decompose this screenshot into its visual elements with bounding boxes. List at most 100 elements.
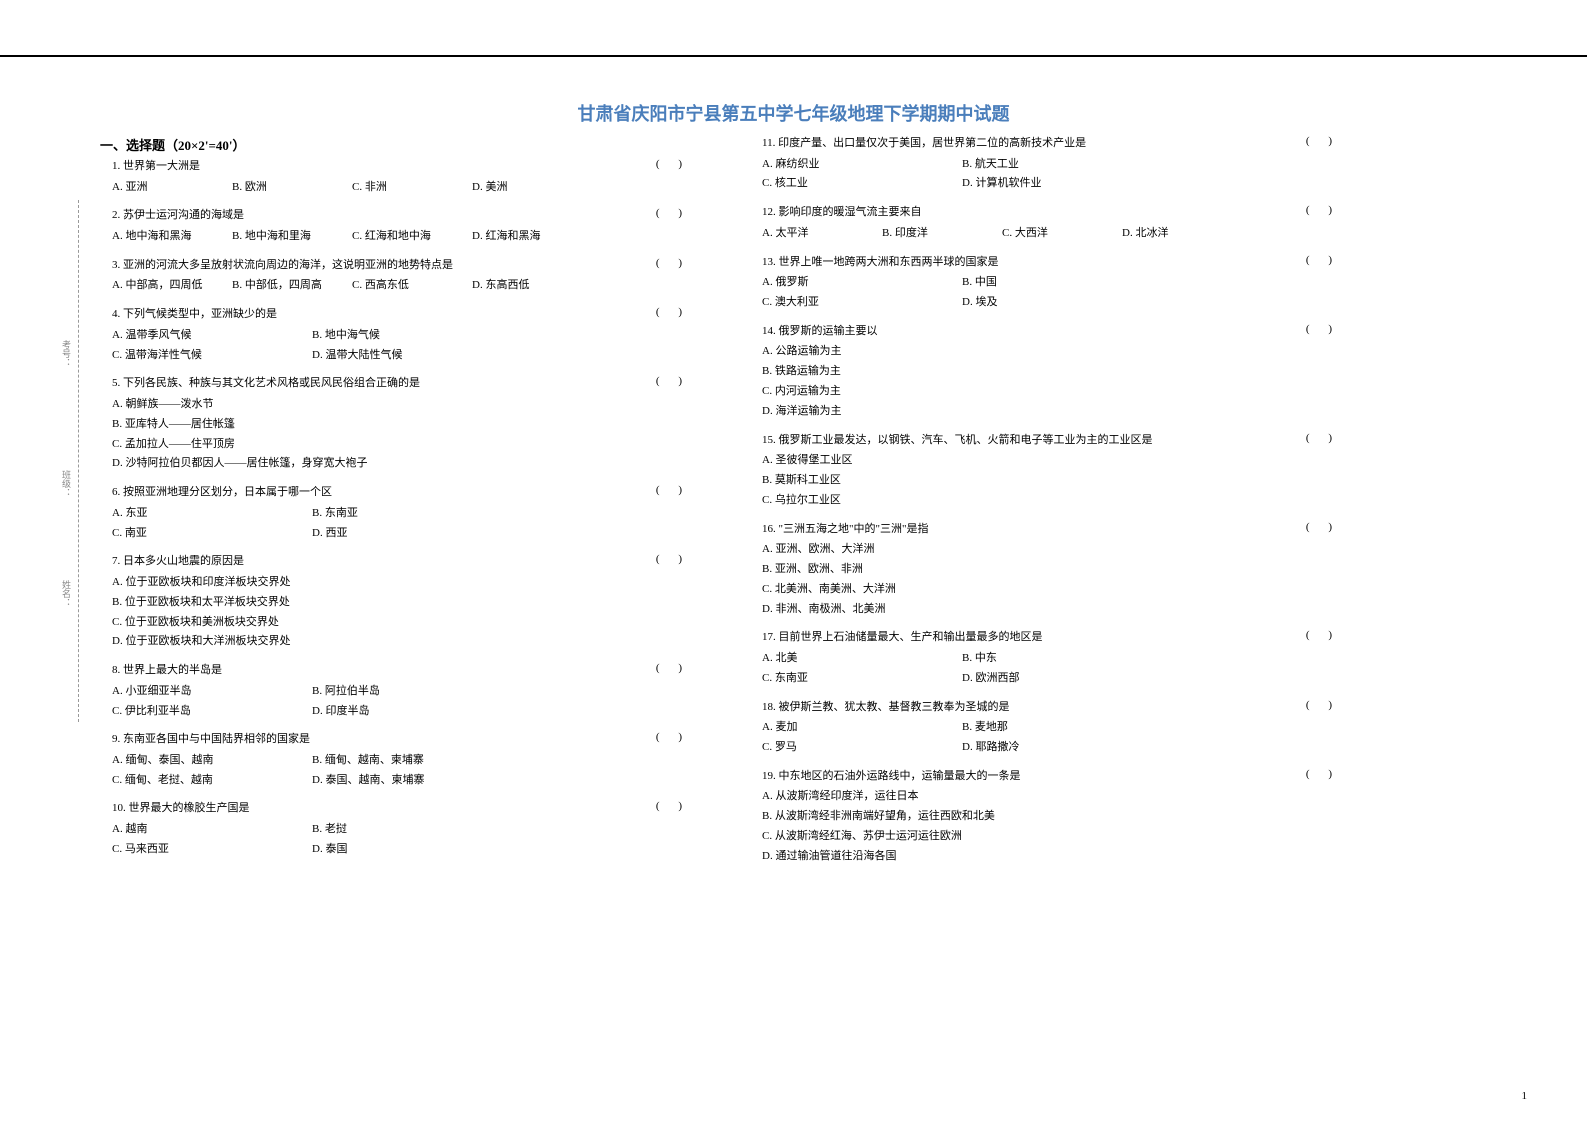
answer-bracket: ( ) [1306, 699, 1340, 711]
option: A. 北美 [762, 649, 962, 669]
option: D. 海洋运输为主 [762, 402, 1280, 422]
option: B. 麦地那 [962, 718, 1162, 738]
question-stem: 13. 世界上唯一地跨两大洲和东西两半球的国家是 [762, 254, 1280, 272]
option: D. 耶路撒冷 [962, 738, 1162, 758]
option: B. 地中海气候 [312, 326, 512, 346]
question-options: A. 温带季风气候B. 地中海气候C. 温带海洋性气候D. 温带大陆性气候 [112, 326, 630, 366]
question-stem: 14. 俄罗斯的运输主要以 [762, 323, 1280, 341]
question-options: A. 缅甸、泰国、越南B. 缅甸、越南、柬埔寨C. 缅甸、老挝、越南D. 泰国、… [112, 751, 630, 791]
option: B. 缅甸、越南、柬埔寨 [312, 751, 512, 771]
question-options: A. 太平洋B. 印度洋C. 大西洋D. 北冰洋 [762, 224, 1280, 244]
option: D. 北冰洋 [1122, 224, 1242, 244]
option: A. 圣彼得堡工业区 [762, 451, 1280, 471]
question-stem: 7. 日本多火山地震的原因是 [112, 553, 630, 571]
margin-label-2: 班级： [60, 470, 73, 497]
option: C. 乌拉尔工业区 [762, 491, 1280, 511]
option: C. 非洲 [352, 178, 472, 198]
margin-label-3: 姓名： [60, 580, 73, 607]
question-stem: 12. 影响印度的暖湿气流主要来自 [762, 204, 1280, 222]
option: B. 老挝 [312, 820, 512, 840]
option: C. 东南亚 [762, 669, 962, 689]
option: C. 西高东低 [352, 276, 472, 296]
option: C. 孟加拉人——住平顶房 [112, 435, 630, 455]
question: 10. 世界最大的橡胶生产国是( )A. 越南B. 老挝C. 马来西亚D. 泰国 [100, 800, 630, 859]
question-stem: 9. 东南亚各国中与中国陆界相邻的国家是 [112, 731, 630, 749]
option: C. 大西洋 [1002, 224, 1122, 244]
question-options: A. 麦加B. 麦地那C. 罗马D. 耶路撒冷 [762, 718, 1280, 758]
question-stem: 3. 亚洲的河流大多呈放射状流向周边的海洋，这说明亚洲的地势特点是 [112, 257, 630, 275]
margin-label-1: 考号： [60, 340, 73, 367]
option: B. 航天工业 [962, 155, 1162, 175]
question: 16. "三洲五海之地"中的"三洲"是指( )A. 亚洲、欧洲、大洋洲B. 亚洲… [750, 521, 1280, 620]
question-options: A. 亚洲、欧洲、大洋洲B. 亚洲、欧洲、非洲C. 北美洲、南美洲、大洋洲D. … [762, 540, 1280, 619]
question: 4. 下列气候类型中，亚洲缺少的是( )A. 温带季风气候B. 地中海气候C. … [100, 306, 630, 365]
question: 11. 印度产量、出口量仅次于美国，居世界第二位的高新技术产业是( )A. 麻纺… [750, 135, 1280, 194]
question-stem: 10. 世界最大的橡胶生产国是 [112, 800, 630, 818]
option: A. 公路运输为主 [762, 342, 1280, 362]
question-options: A. 北美B. 中东C. 东南亚D. 欧洲西部 [762, 649, 1280, 689]
question-options: A. 公路运输为主B. 铁路运输为主C. 内河运输为主D. 海洋运输为主 [762, 342, 1280, 421]
option: A. 亚洲、欧洲、大洋洲 [762, 540, 1280, 560]
answer-bracket: ( ) [656, 158, 690, 170]
option: A. 从波斯湾经印度洋，运往日本 [762, 787, 1280, 807]
option: D. 美洲 [472, 178, 592, 198]
option: C. 罗马 [762, 738, 962, 758]
question: 18. 被伊斯兰教、犹太教、基督教三教奉为圣城的是( )A. 麦加B. 麦地那C… [750, 699, 1280, 758]
option: B. 东南亚 [312, 504, 512, 524]
option: D. 欧洲西部 [962, 669, 1162, 689]
question-stem: 8. 世界上最大的半岛是 [112, 662, 630, 680]
question-options: A. 地中海和黑海B. 地中海和里海C. 红海和地中海D. 红海和黑海 [112, 227, 630, 247]
section-header: 一、选择题（20×2'=40'） [100, 135, 630, 154]
option: A. 东亚 [112, 504, 312, 524]
page-number: 1 [1522, 1090, 1528, 1102]
answer-bracket: ( ) [1306, 768, 1340, 780]
answer-bracket: ( ) [1306, 323, 1340, 335]
option: A. 麻纺织业 [762, 155, 962, 175]
option: A. 地中海和黑海 [112, 227, 232, 247]
question: 13. 世界上唯一地跨两大洲和东西两半球的国家是( )A. 俄罗斯B. 中国C.… [750, 254, 1280, 313]
answer-bracket: ( ) [656, 207, 690, 219]
answer-bracket: ( ) [1306, 629, 1340, 641]
option: A. 位于亚欧板块和印度洋板块交界处 [112, 573, 630, 593]
question: 6. 按照亚洲地理分区划分，日本属于哪一个区( )A. 东亚B. 东南亚C. 南… [100, 484, 630, 543]
option: C. 马来西亚 [112, 840, 312, 860]
answer-bracket: ( ) [656, 662, 690, 674]
question: 14. 俄罗斯的运输主要以( )A. 公路运输为主B. 铁路运输为主C. 内河运… [750, 323, 1280, 422]
option: A. 朝鲜族——泼水节 [112, 395, 630, 415]
option: D. 位于亚欧板块和大洋洲板块交界处 [112, 632, 630, 652]
answer-bracket: ( ) [656, 257, 690, 269]
option: D. 红海和黑海 [472, 227, 592, 247]
option: B. 位于亚欧板块和太平洋板块交界处 [112, 593, 630, 613]
option: B. 亚洲、欧洲、非洲 [762, 560, 1280, 580]
answer-bracket: ( ) [1306, 521, 1340, 533]
answer-bracket: ( ) [656, 484, 690, 496]
answer-bracket: ( ) [656, 731, 690, 743]
option: D. 计算机软件业 [962, 174, 1162, 194]
option: C. 温带海洋性气候 [112, 346, 312, 366]
question: 8. 世界上最大的半岛是( )A. 小亚细亚半岛B. 阿拉伯半岛C. 伊比利亚半… [100, 662, 630, 721]
option: B. 铁路运输为主 [762, 362, 1280, 382]
question-options: A. 中部高，四周低B. 中部低，四周高C. 西高东低D. 东高西低 [112, 276, 630, 296]
option: B. 印度洋 [882, 224, 1002, 244]
question-stem: 5. 下列各民族、种族与其文化艺术风格或民风民俗组合正确的是 [112, 375, 630, 393]
question: 17. 目前世界上石油储量最大、生产和输出量最多的地区是( )A. 北美B. 中… [750, 629, 1280, 688]
option: D. 泰国 [312, 840, 512, 860]
option: C. 北美洲、南美洲、大洋洲 [762, 580, 1280, 600]
question: 19. 中东地区的石油外运路线中，运输量最大的一条是( )A. 从波斯湾经印度洋… [750, 768, 1280, 867]
question-options: A. 越南B. 老挝C. 马来西亚D. 泰国 [112, 820, 630, 860]
exam-title: 甘肃省庆阳市宁县第五中学七年级地理下学期期中试题 [0, 100, 1587, 126]
right-column: 11. 印度产量、出口量仅次于美国，居世界第二位的高新技术产业是( )A. 麻纺… [750, 135, 1280, 876]
question-options: A. 俄罗斯B. 中国C. 澳大利亚D. 埃及 [762, 273, 1280, 313]
option: D. 印度半岛 [312, 702, 512, 722]
option: D. 通过输油管道往沿海各国 [762, 847, 1280, 867]
option: A. 太平洋 [762, 224, 882, 244]
option: C. 澳大利亚 [762, 293, 962, 313]
question: 1. 世界第一大洲是( )A. 亚洲B. 欧洲C. 非洲D. 美洲 [100, 158, 630, 197]
option: A. 麦加 [762, 718, 962, 738]
question-stem: 1. 世界第一大洲是 [112, 158, 630, 176]
question-stem: 4. 下列气候类型中，亚洲缺少的是 [112, 306, 630, 324]
option: A. 小亚细亚半岛 [112, 682, 312, 702]
question-stem: 17. 目前世界上石油储量最大、生产和输出量最多的地区是 [762, 629, 1280, 647]
question-options: A. 麻纺织业B. 航天工业C. 核工业D. 计算机软件业 [762, 155, 1280, 195]
answer-bracket: ( ) [1306, 135, 1340, 147]
